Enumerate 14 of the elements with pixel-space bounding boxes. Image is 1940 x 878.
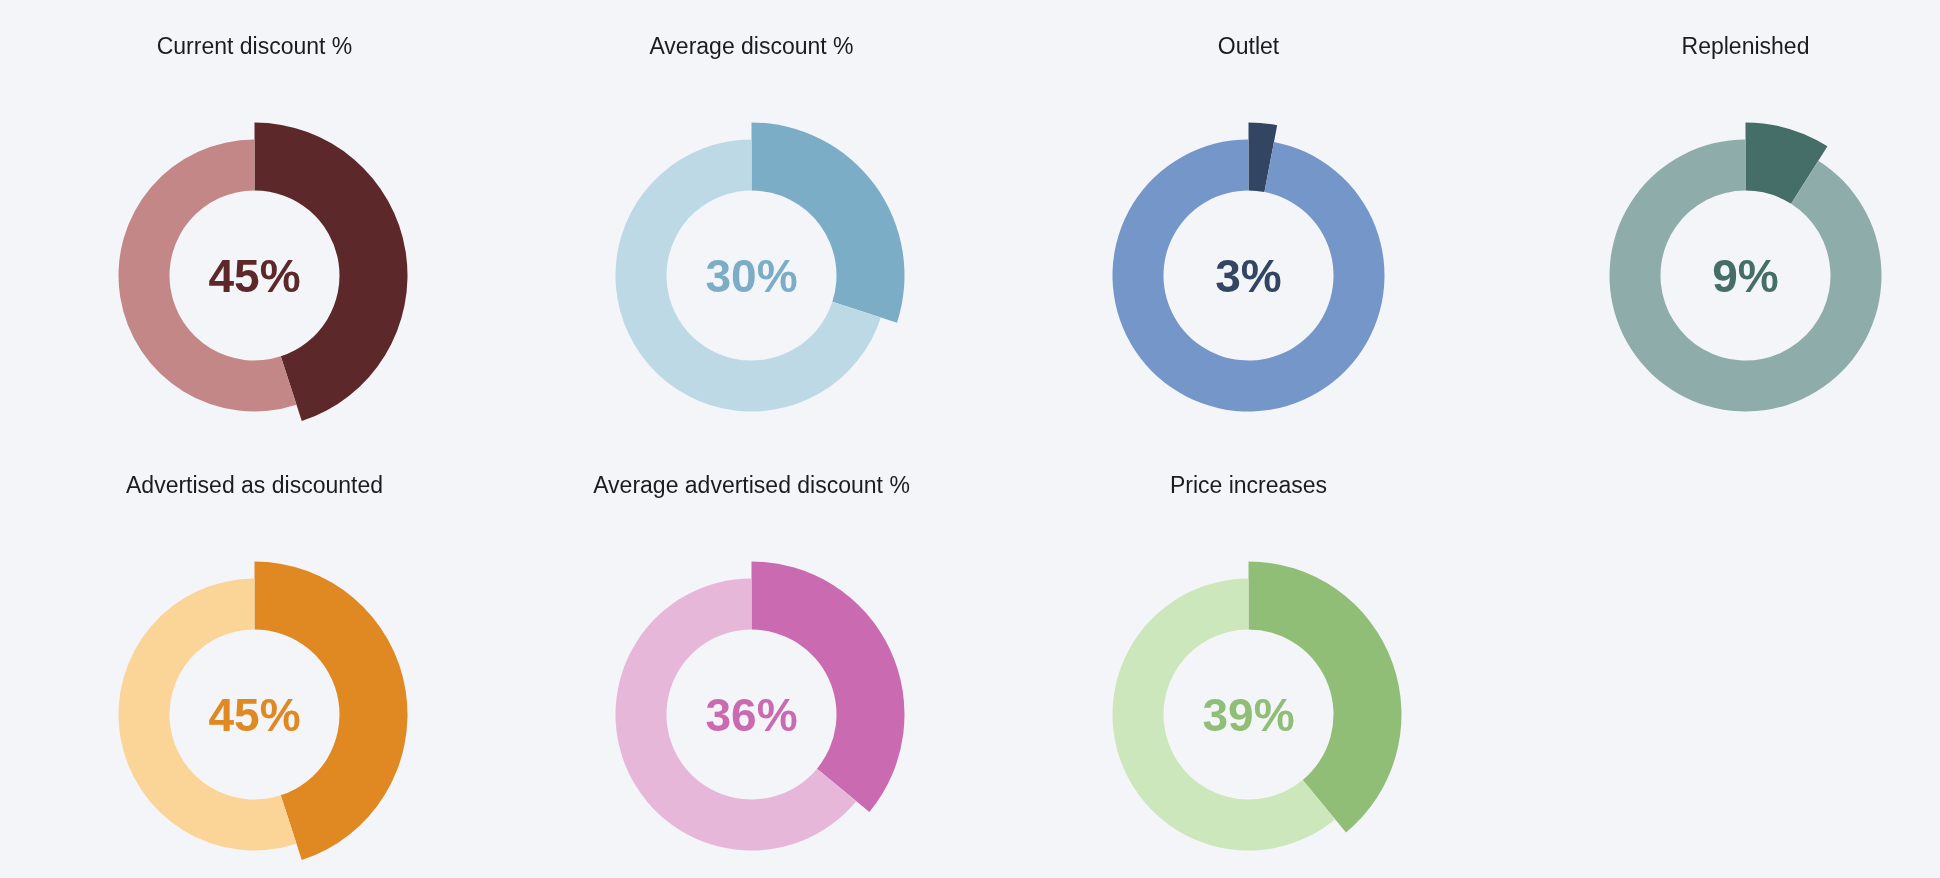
text: 36% bbox=[705, 688, 798, 741]
chart-title: Advertised as discounted bbox=[126, 471, 384, 498]
text: 30% bbox=[705, 249, 798, 302]
text: 39% bbox=[1202, 688, 1295, 741]
chart-title: Average discount % bbox=[649, 32, 854, 59]
chart-title: Outlet bbox=[1217, 32, 1280, 59]
chart-title: Replenished bbox=[1681, 32, 1810, 59]
text: 45% bbox=[208, 249, 301, 302]
chart-title: Current discount % bbox=[156, 32, 353, 59]
chart-title: Average advertised discount % bbox=[593, 471, 910, 498]
text: 9% bbox=[1712, 249, 1779, 302]
text: 3% bbox=[1215, 249, 1282, 302]
text: 45% bbox=[208, 688, 301, 741]
chart-title: Price increases bbox=[1169, 471, 1328, 498]
